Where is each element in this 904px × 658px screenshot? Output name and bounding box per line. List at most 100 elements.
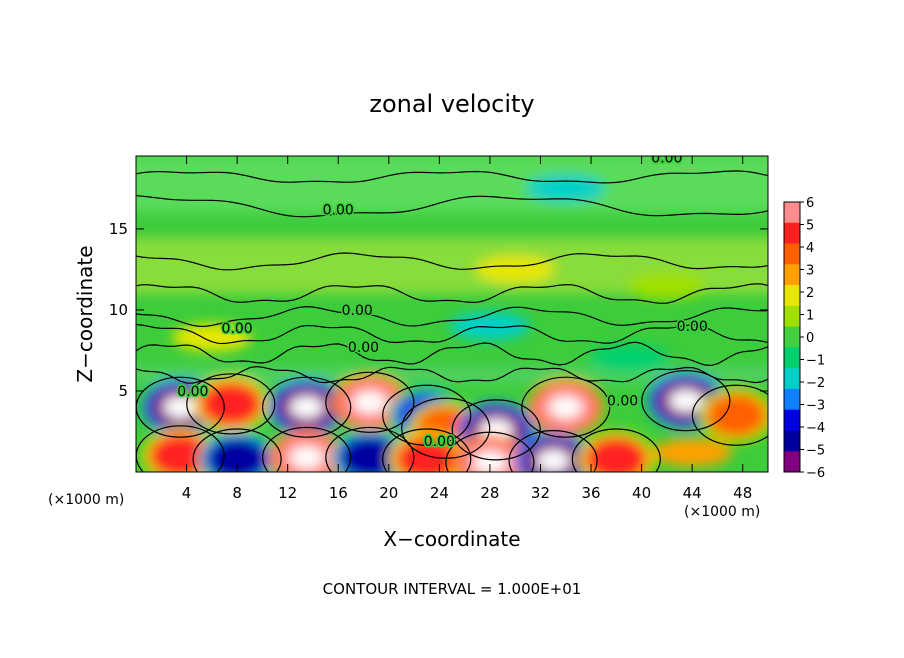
x-tick-label: 32 [531, 484, 550, 502]
y-tick-label: 15 [109, 220, 128, 238]
contour-label: 0.00 [651, 151, 682, 167]
colorbar-tick-label: −3 [806, 399, 825, 414]
contour-line [136, 252, 768, 271]
x-tick-label: 24 [430, 484, 449, 502]
field-band-upper [136, 156, 768, 213]
x-tick-label: 36 [581, 484, 600, 502]
field-blob [152, 435, 209, 472]
colorbar-tick-label: −2 [806, 376, 825, 391]
field-blob [475, 255, 556, 284]
contour-loop [325, 426, 415, 472]
colorbar-tick-label: 6 [806, 196, 814, 211]
contour-labels: 0.00 0.00 0.00 0.00 0.00 0.00 0.00 0.00 0.00 [176, 151, 709, 452]
contour-interval-note: CONTOUR INTERVAL = 1.000E+01 [323, 580, 582, 598]
contour-line [136, 341, 768, 367]
contour-label: 0.00 [323, 202, 354, 218]
x-axis-ticks: 4 8 12 16 20 24 28 32 36 40 44 48 [182, 156, 752, 502]
contour-loop [508, 430, 598, 472]
colorbar-tick-label: 0 [806, 331, 814, 346]
contour-label: 0.00 [177, 384, 208, 400]
velocity-field [136, 156, 768, 472]
x-tick-label: 40 [632, 484, 651, 502]
field-peak [289, 446, 324, 469]
field-peak [536, 449, 570, 472]
colorbar-tick-label: −5 [806, 444, 825, 459]
colorbar-swatch [784, 202, 800, 224]
x-tick-label: 16 [329, 484, 348, 502]
x-unit-right: (×1000 m) [684, 504, 760, 520]
contour-label: 0.00 [607, 394, 638, 410]
field-blob [588, 439, 645, 472]
contour-line [136, 305, 768, 327]
contour-label: 0.00 [424, 434, 455, 450]
colorbar-swatch [784, 285, 800, 307]
x-tick-label: 4 [182, 484, 192, 502]
colorbar-swatch [784, 305, 800, 328]
colorbar-tick-label: 3 [806, 264, 814, 279]
x-tick-label: 20 [379, 484, 398, 502]
x-unit-left: (×1000 m) [48, 492, 124, 508]
contour-loop [691, 384, 768, 446]
contour-loop [325, 371, 415, 433]
field-blob [626, 271, 707, 300]
colorbar-swatch [784, 264, 800, 286]
y-tick-label: 5 [118, 382, 128, 400]
contour-loop [262, 376, 352, 438]
field-blob [588, 344, 669, 373]
plot-frame [135, 155, 769, 473]
contour-loop [192, 428, 282, 472]
colorbar-tick-label: −4 [806, 421, 825, 436]
colorbar-swatch [784, 409, 800, 431]
contour-loop [262, 426, 352, 472]
x-tick-label: 12 [278, 484, 297, 502]
field-peak [289, 396, 324, 419]
contour-line [136, 283, 768, 304]
colorbar-tick-label: 2 [806, 286, 814, 301]
colorbar-swatch [784, 388, 800, 411]
y-axis-label: Z−coordinate [73, 245, 97, 382]
field-peak [353, 391, 387, 414]
x-tick-label: 44 [683, 484, 702, 502]
contour-loop [451, 399, 541, 461]
contour-label: 0.00 [222, 321, 253, 337]
contour-loop [521, 376, 611, 438]
y-axis-ticks: 5 10 15 [109, 220, 768, 400]
colorbar-swatch [784, 451, 800, 473]
colorbar: 6 5 4 3 2 1 0 −1 −2 −3 −4 −5 −6 [783, 196, 825, 481]
field-blob [209, 439, 266, 472]
contour-loop [445, 431, 535, 472]
colorbar-tick-label: 5 [806, 219, 814, 234]
x-tick-label: 48 [733, 484, 752, 502]
contour-label: 0.00 [342, 303, 373, 319]
contour-line [136, 170, 768, 184]
contour-line [136, 195, 768, 218]
colorbar-tick-label: 1 [806, 309, 814, 324]
field-peak [548, 396, 583, 419]
colorbar-swatch [784, 368, 800, 390]
field-blob [341, 437, 398, 472]
contour-loop [571, 428, 661, 472]
field-peak [473, 451, 507, 472]
plot-area: 0.00 0.00 0.00 0.00 0.00 0.00 0.00 0.00 0.00 [136, 151, 768, 472]
colorbar-swatch [784, 430, 800, 452]
x-tick-label: 28 [480, 484, 499, 502]
contour-line [136, 365, 768, 384]
field-blob [202, 383, 259, 424]
contour-loop [382, 384, 472, 446]
colorbar-swatch [784, 243, 800, 265]
field-blob [708, 395, 765, 436]
colorbar-tick-label: 4 [806, 241, 814, 256]
contour-loop [382, 428, 472, 472]
field-blob [652, 438, 733, 467]
colorbar-swatch [784, 326, 800, 348]
field-blob [525, 174, 606, 203]
field-blob [171, 323, 252, 352]
colorbar-swatch [784, 347, 800, 369]
contour-loop [186, 373, 276, 435]
contour-label: 0.00 [348, 340, 379, 356]
contour-line [136, 323, 768, 345]
x-axis-label: X−coordinate [383, 527, 520, 551]
y-tick-label: 10 [109, 301, 128, 319]
